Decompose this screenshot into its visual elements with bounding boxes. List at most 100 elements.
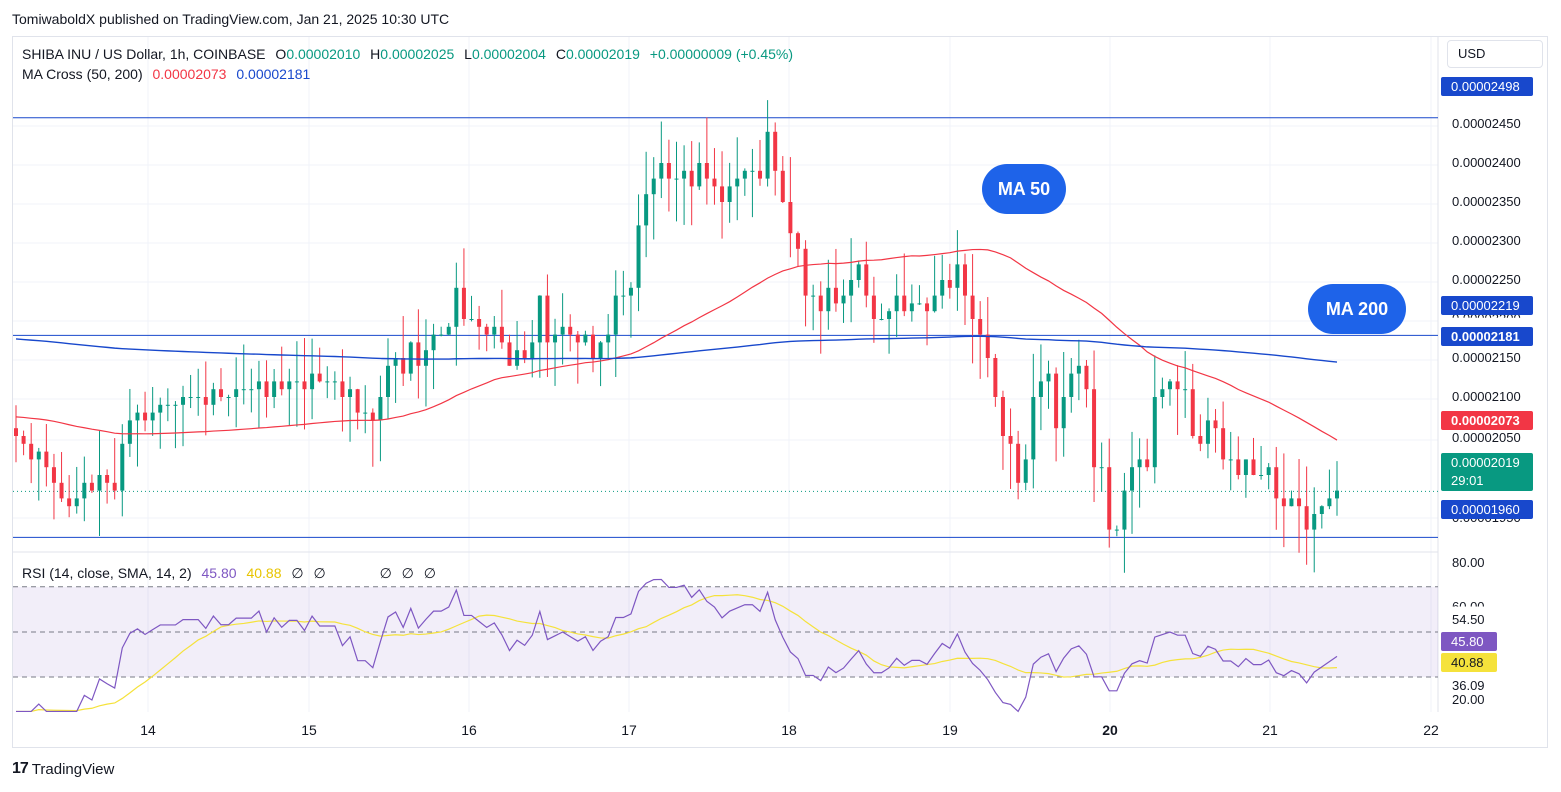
candle: [1092, 350, 1097, 502]
candle: [484, 323, 489, 352]
candle-body: [553, 334, 558, 343]
candle: [568, 314, 573, 352]
rsi-lines-layer: [16, 578, 1338, 713]
candle: [871, 276, 876, 343]
candles-layer: [14, 100, 1339, 573]
support-line-tag: 0.00001960: [1441, 500, 1533, 519]
candle-body: [788, 202, 793, 234]
candle: [1289, 490, 1294, 507]
candle-body: [1319, 506, 1324, 514]
candle: [909, 284, 914, 322]
candle-body: [704, 163, 709, 179]
candle: [234, 357, 239, 428]
candle-body: [1198, 436, 1203, 444]
candle-body: [241, 389, 246, 391]
candle: [226, 394, 231, 417]
candle-body: [89, 482, 94, 491]
candle: [644, 151, 649, 258]
candle: [363, 385, 368, 434]
candle: [264, 360, 269, 418]
candle-body: [522, 350, 527, 358]
candle-body: [993, 358, 998, 397]
candle-body: [423, 350, 428, 366]
candle-body: [181, 397, 186, 405]
candle-body: [818, 295, 823, 312]
candle: [36, 447, 41, 501]
time-axis-label: 19: [942, 722, 958, 738]
candle-body: [454, 287, 459, 327]
candle: [735, 137, 740, 221]
candle-body: [727, 186, 732, 202]
candle-body: [841, 295, 846, 304]
candle: [74, 466, 79, 514]
candle: [1281, 453, 1286, 548]
candle: [545, 274, 550, 377]
currency-button[interactable]: USD: [1447, 40, 1543, 68]
candle: [1069, 357, 1074, 413]
last-price-tag: 0.00002019 29:01: [1441, 453, 1533, 491]
rsi-label[interactable]: RSI (14, close, SMA, 14, 2): [22, 565, 192, 581]
candle-body: [742, 170, 747, 179]
candle-body: [446, 326, 451, 335]
candle-body: [370, 412, 375, 421]
rsi-axis-label: 60.00: [1452, 599, 1485, 614]
candle: [44, 424, 49, 487]
candle-body: [925, 303, 930, 312]
candle-body: [773, 131, 778, 171]
candle-body: [1175, 381, 1180, 390]
rsi-sma-line: [16, 594, 1338, 713]
candle: [21, 430, 26, 456]
candle: [310, 338, 315, 420]
price-axis-label: 0.00001950: [1452, 518, 1521, 526]
candle: [1274, 446, 1279, 530]
empty-value: ∅: [291, 565, 304, 581]
candle: [401, 316, 406, 386]
moving-averages-layer: [15, 248, 1338, 441]
candle-body: [461, 287, 466, 319]
candle: [1304, 466, 1309, 565]
candle-body: [51, 467, 56, 483]
candle-body: [1000, 397, 1005, 436]
candle: [1167, 379, 1172, 406]
candle: [1122, 472, 1127, 573]
ma-label[interactable]: MA Cross (50, 200): [22, 66, 143, 82]
candle: [811, 284, 816, 331]
candle: [203, 361, 208, 436]
candle: [818, 281, 823, 354]
tradingview-logo-icon: 17: [12, 760, 29, 777]
candle: [1251, 437, 1256, 476]
candle-body: [803, 248, 808, 296]
time-axis-label: 17: [621, 722, 637, 738]
tradingview-logo[interactable]: 17 TradingView: [12, 760, 114, 778]
candle-body: [1205, 420, 1210, 444]
candle-body: [697, 163, 702, 187]
candle-body: [621, 295, 626, 297]
candle-body: [1152, 397, 1157, 468]
candle-body: [408, 342, 413, 374]
tradingview-brand: TradingView: [31, 760, 115, 778]
candle: [1130, 431, 1135, 534]
candle: [803, 240, 808, 327]
candle-body: [666, 163, 671, 179]
candle-body: [173, 404, 178, 406]
candle: [1023, 444, 1028, 491]
grid-layer: [13, 37, 1439, 712]
candle-body: [1008, 436, 1013, 444]
candle: [841, 279, 846, 323]
ma200-line: [15, 335, 1338, 363]
candle-body: [150, 412, 155, 421]
candle: [378, 375, 383, 462]
candle: [218, 368, 223, 402]
candle-body: [1304, 506, 1309, 530]
rsi-axis-label: 36.09: [1452, 678, 1485, 693]
candle-body: [978, 319, 983, 335]
ma50-annotation[interactable]: MA 50: [982, 164, 1066, 214]
symbol-title[interactable]: SHIBA INU / US Dollar, 1h, COINBASE: [22, 46, 266, 62]
candle-body: [879, 319, 884, 320]
candle-body: [325, 381, 330, 383]
candle: [879, 303, 884, 321]
candle: [332, 371, 337, 400]
candle: [348, 376, 353, 442]
ma200-annotation[interactable]: MA 200: [1308, 284, 1406, 334]
